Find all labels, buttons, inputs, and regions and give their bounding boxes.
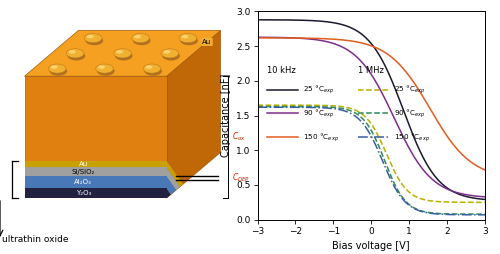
Ellipse shape [48, 64, 66, 73]
Ellipse shape [132, 34, 150, 43]
Polygon shape [24, 161, 167, 167]
Ellipse shape [115, 51, 132, 60]
Text: $C_{ox}$: $C_{ox}$ [232, 131, 245, 144]
Text: 25 °C$_{exp}$: 25 °C$_{exp}$ [394, 83, 426, 96]
Ellipse shape [134, 35, 141, 38]
Ellipse shape [146, 65, 152, 69]
Y-axis label: Capacitance [nF]: Capacitance [nF] [220, 74, 230, 157]
Text: Al₂O₃: Al₂O₃ [74, 179, 92, 185]
Ellipse shape [133, 36, 150, 45]
Ellipse shape [98, 65, 105, 69]
Ellipse shape [50, 67, 67, 76]
Ellipse shape [51, 65, 58, 69]
Ellipse shape [96, 64, 114, 73]
Polygon shape [166, 167, 180, 190]
Polygon shape [24, 188, 167, 198]
Text: 90 °C$_{exp}$: 90 °C$_{exp}$ [394, 107, 426, 120]
Polygon shape [24, 167, 167, 176]
Ellipse shape [66, 49, 84, 58]
Ellipse shape [97, 67, 114, 76]
Ellipse shape [86, 36, 103, 45]
Polygon shape [166, 188, 171, 198]
Text: Si/SiO₂: Si/SiO₂ [72, 169, 95, 175]
Ellipse shape [161, 49, 178, 58]
Ellipse shape [144, 67, 162, 76]
Ellipse shape [164, 50, 170, 54]
Ellipse shape [179, 34, 196, 43]
Polygon shape [24, 176, 167, 188]
Text: $C_{DEP}$: $C_{DEP}$ [232, 172, 250, 184]
Text: 10 kHz: 10 kHz [266, 66, 296, 75]
Ellipse shape [182, 35, 188, 38]
Text: 90 °C$_{exp}$: 90 °C$_{exp}$ [303, 107, 334, 120]
Text: Au: Au [202, 39, 211, 45]
Ellipse shape [143, 64, 160, 73]
Text: 150 °C$_{exp}$: 150 °C$_{exp}$ [394, 131, 430, 144]
Ellipse shape [162, 51, 180, 60]
Ellipse shape [116, 50, 123, 54]
Polygon shape [166, 161, 183, 187]
Polygon shape [24, 30, 220, 76]
Ellipse shape [180, 36, 198, 45]
X-axis label: Bias voltage [V]: Bias voltage [V] [332, 241, 410, 251]
Polygon shape [166, 30, 220, 198]
Ellipse shape [68, 51, 85, 60]
Text: Au: Au [78, 161, 88, 167]
Text: ultrathin oxide: ultrathin oxide [2, 235, 69, 244]
Polygon shape [24, 76, 167, 161]
Polygon shape [166, 176, 176, 195]
Ellipse shape [86, 35, 94, 38]
Text: 150 °C$_{exp}$: 150 °C$_{exp}$ [303, 131, 339, 144]
Text: 1 MHz: 1 MHz [358, 66, 384, 75]
Ellipse shape [84, 34, 102, 43]
Text: 25 °C$_{exp}$: 25 °C$_{exp}$ [303, 83, 334, 96]
Ellipse shape [114, 49, 132, 58]
Text: Y₂O₃: Y₂O₃ [76, 190, 91, 196]
Ellipse shape [69, 50, 75, 54]
